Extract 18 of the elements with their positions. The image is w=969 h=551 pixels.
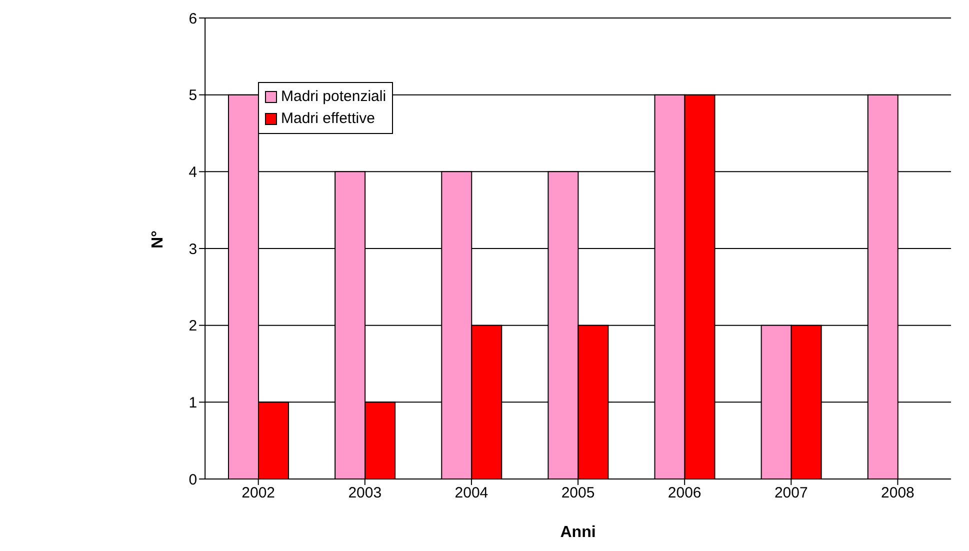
y-tick-label: 4: [188, 164, 198, 181]
x-tick-label: 2007: [774, 484, 808, 502]
y-tick-label: 2: [188, 318, 198, 335]
x-axis-title: Anni: [560, 524, 596, 541]
x-tick-label: 2004: [454, 484, 488, 502]
legend-label: Madri effettive: [281, 109, 375, 129]
x-tick-label: 2006: [668, 484, 702, 502]
legend-label: Madri potenziali: [281, 87, 386, 107]
y-tick-label: 0: [188, 471, 198, 488]
x-tick-label: 2008: [881, 484, 914, 502]
y-tick-label: 5: [188, 87, 198, 104]
y-tick-label: 6: [188, 10, 198, 28]
x-tick-label: 2005: [561, 484, 595, 502]
x-tick-label: 2003: [348, 484, 382, 502]
y-tick-label: 3: [188, 240, 198, 258]
y-tick-label: 1: [188, 394, 198, 412]
x-tick-label: 2002: [242, 484, 276, 502]
y-axis-title: N°: [150, 230, 167, 248]
